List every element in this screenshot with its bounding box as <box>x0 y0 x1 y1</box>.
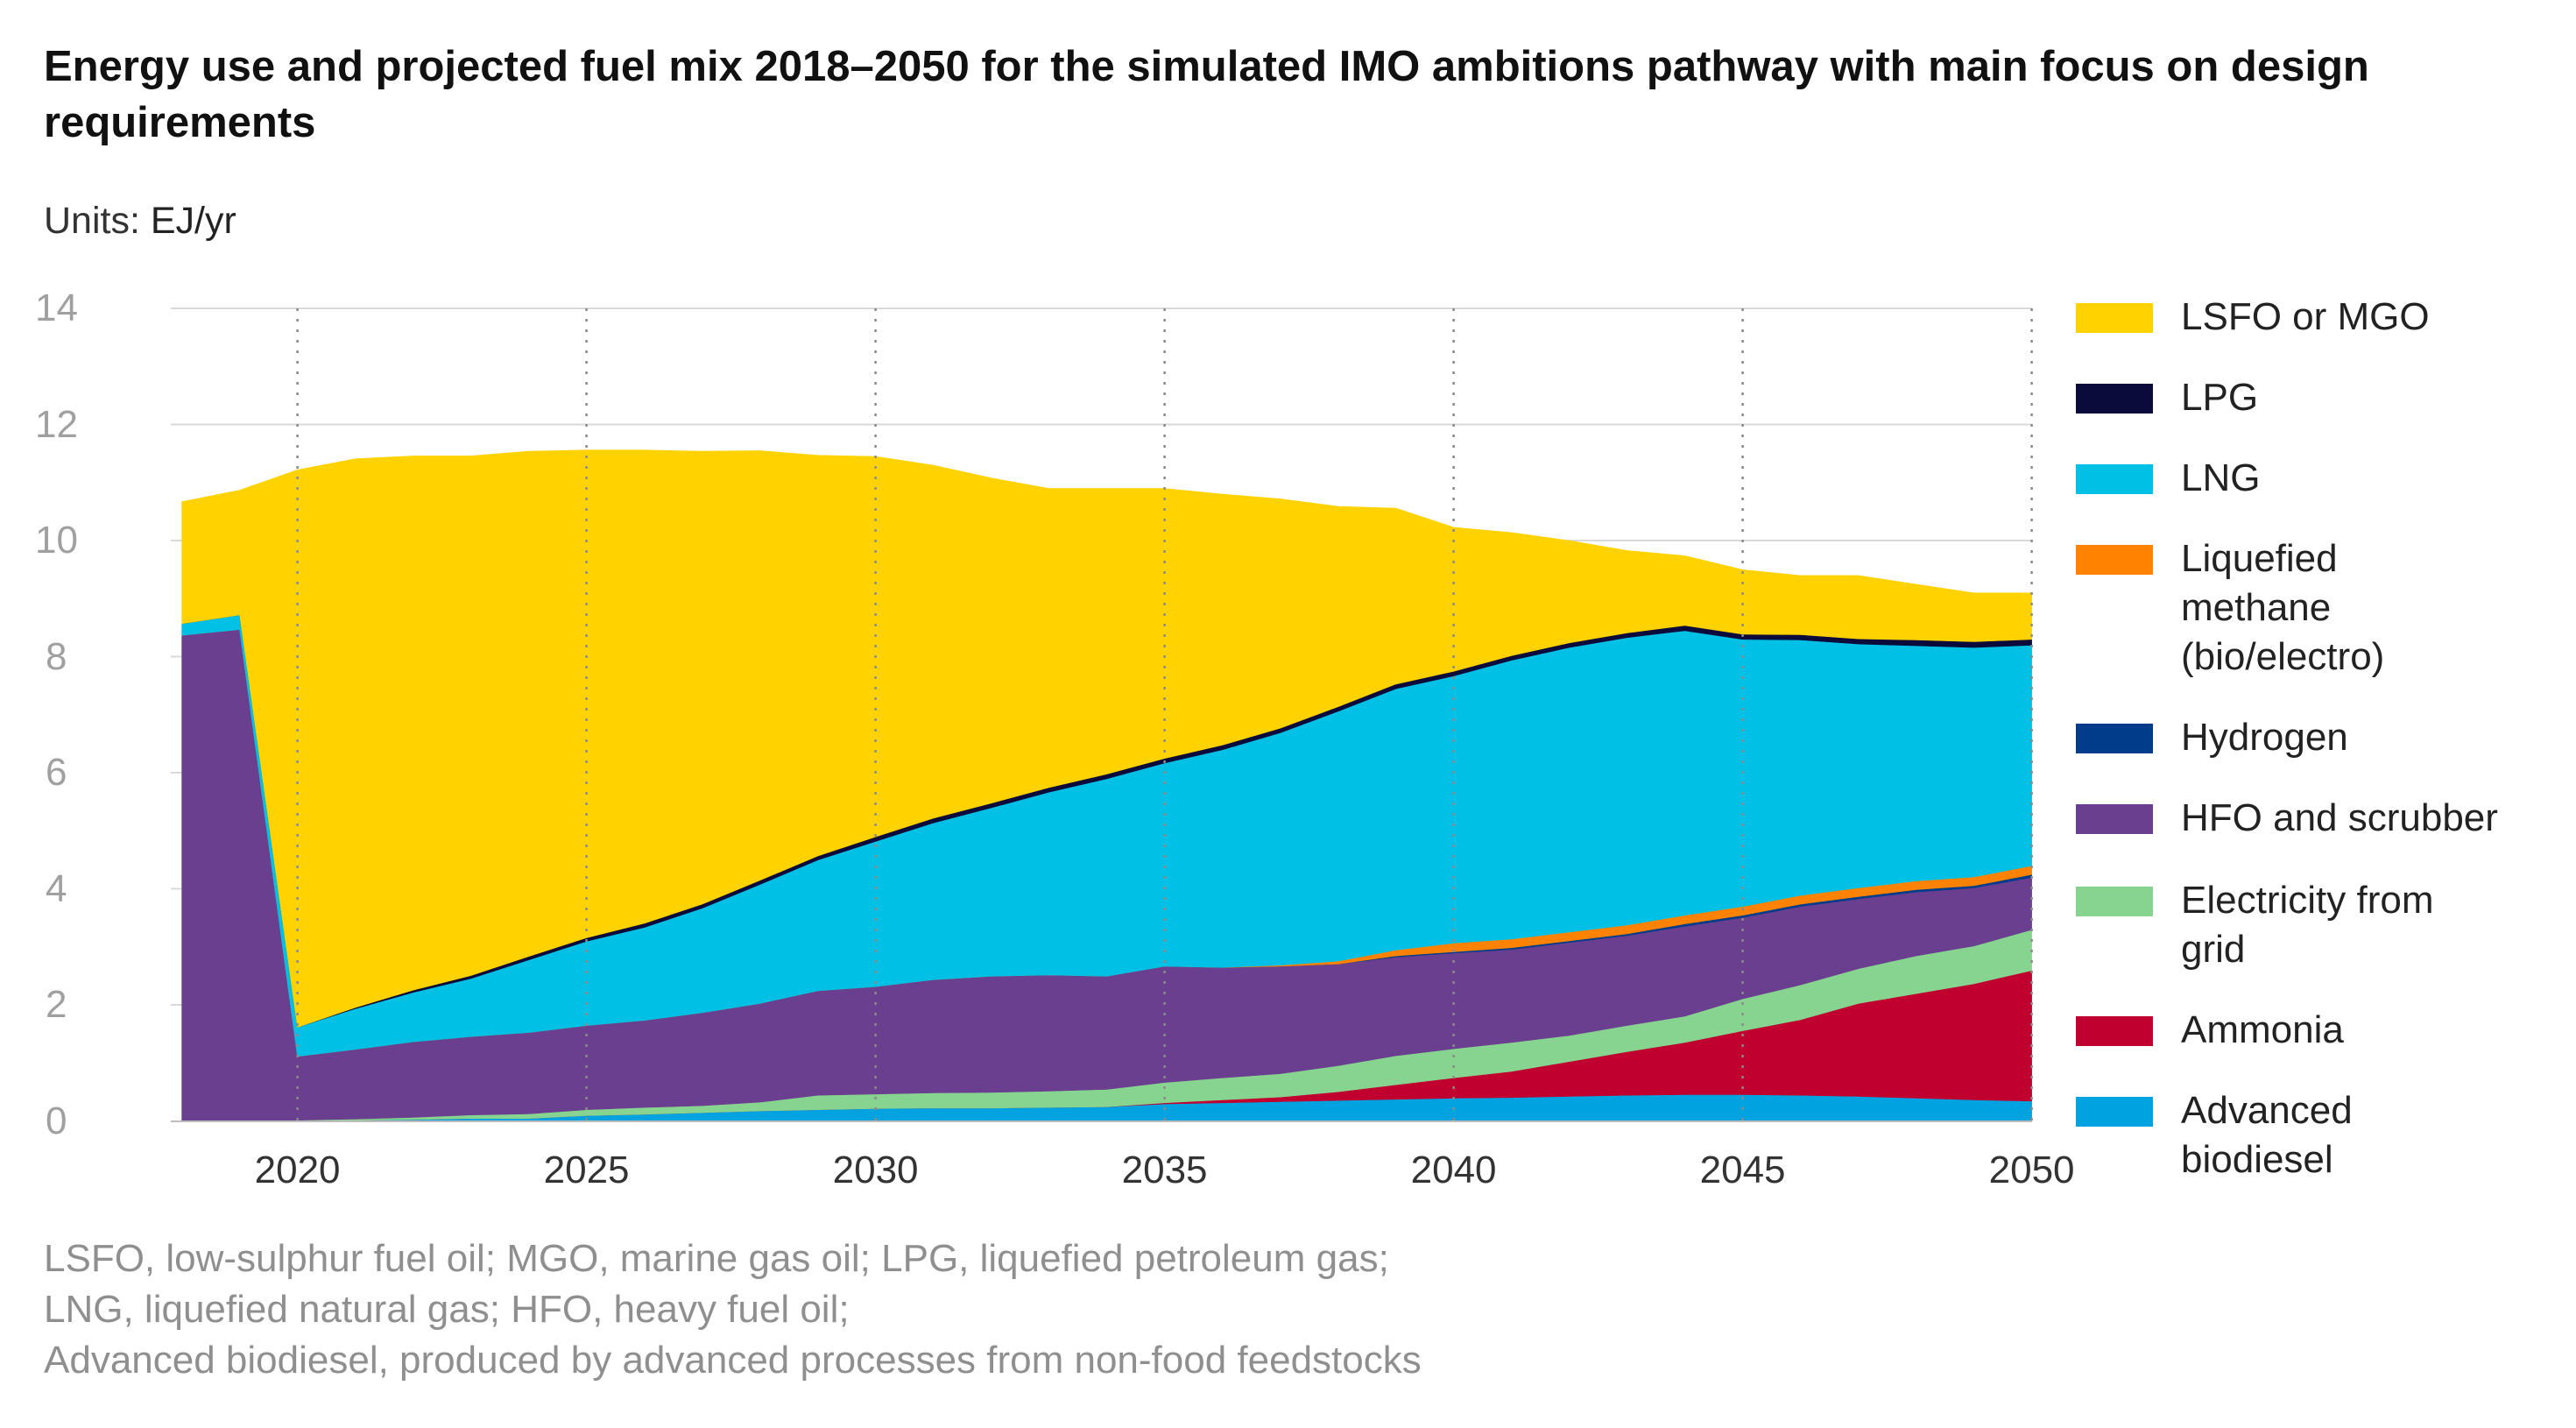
x-tick-2030: 2030 <box>833 1149 919 1191</box>
legend-swatch-lng <box>2076 464 2153 494</box>
area-lsfo-or-mgo <box>181 449 2032 1029</box>
legend-label-liquefied-methane: Liquefied methane (bio/electro) <box>2181 537 2385 678</box>
legend-label-lpg: LPG <box>2181 376 2259 419</box>
y-tick-2: 2 <box>46 983 67 1026</box>
legend-swatch-electricity-grid <box>2076 887 2153 916</box>
x-tick-2035: 2035 <box>1122 1149 1208 1191</box>
y-tick-labels: 0 2 4 6 8 10 12 14 <box>35 286 78 1142</box>
stacked-areas <box>181 449 2032 1122</box>
legend-swatch-liquefied-methane <box>2076 545 2153 575</box>
units-label: Units: <box>44 200 140 242</box>
footnote: LSFO, low-sulphur fuel oil; MGO, marine … <box>44 1234 1422 1386</box>
footnote-line-3: Advanced biodiesel, produced by advanced… <box>44 1339 1422 1382</box>
legend-label-hfo-scrubber: HFO and scrubber <box>2181 796 2498 839</box>
legend-label-advanced-biodiesel: Advanced biodiesel <box>2181 1089 2353 1181</box>
units-row: Units: EJ/yr <box>44 200 236 243</box>
x-tick-2040: 2040 <box>1411 1149 1497 1191</box>
legend-label-lng: LNG <box>2181 456 2261 499</box>
x-tick-labels: 2020 2025 2030 2035 2040 2045 2050 <box>255 1149 2075 1191</box>
legend-label-hydrogen: Hydrogen <box>2181 716 2348 759</box>
x-tick-2025: 2025 <box>544 1149 630 1191</box>
legend-label-lsfo-mgo: LSFO or MGO <box>2181 295 2430 338</box>
units-value: EJ/yr <box>150 200 236 242</box>
y-tick-12: 12 <box>35 403 78 446</box>
legend-swatch-ammonia <box>2076 1016 2153 1046</box>
chart-title: Energy use and projected fuel mix 2018–2… <box>44 43 2369 146</box>
footnote-line-2: LNG, liquefied natural gas; HFO, heavy f… <box>44 1288 850 1331</box>
legend-swatch-lpg <box>2076 384 2153 414</box>
y-tick-8: 8 <box>46 635 67 678</box>
footnote-line-1: LSFO, low-sulphur fuel oil; MGO, marine … <box>44 1237 1389 1280</box>
y-tick-0: 0 <box>46 1099 67 1142</box>
legend-label-electricity-grid: Electricity from grid <box>2181 879 2434 971</box>
y-tick-10: 10 <box>35 519 78 562</box>
legend-swatch-advanced-biodiesel <box>2076 1097 2153 1127</box>
x-tick-2050: 2050 <box>1989 1149 2075 1191</box>
x-tick-2045: 2045 <box>1700 1149 1786 1191</box>
legend-swatch-hydrogen <box>2076 724 2153 753</box>
y-tick-14: 14 <box>35 286 78 329</box>
y-tick-6: 6 <box>46 751 67 794</box>
legend-label-ammonia: Ammonia <box>2181 1008 2344 1051</box>
y-tick-4: 4 <box>46 867 67 910</box>
legend-swatch-lsfo-mgo <box>2076 303 2153 333</box>
legend-swatch-hfo-scrubber <box>2076 804 2153 834</box>
x-tick-2020: 2020 <box>255 1149 341 1191</box>
